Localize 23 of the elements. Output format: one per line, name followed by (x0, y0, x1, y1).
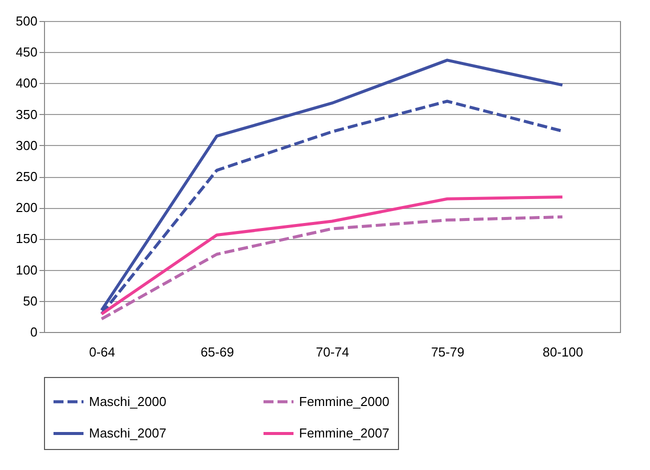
line-series (100, 196, 564, 316)
line-series (100, 58, 564, 312)
x-tick-label: 75-79 (431, 344, 464, 360)
x-tick-label: 65-69 (200, 344, 234, 360)
legend-label: Maschi_2007 (89, 426, 166, 440)
y-tick-label: 250 (16, 169, 38, 184)
y-tick-label: 350 (16, 106, 38, 122)
y-tick-label: 50 (23, 293, 38, 308)
x-tick-label: 80-100 (542, 344, 584, 360)
line-series (100, 215, 564, 320)
y-tick-label: 300 (16, 138, 38, 153)
y-tick-label: 100 (16, 262, 38, 278)
legend-label: Femmine_2000 (299, 394, 390, 409)
x-tick-label: 70-74 (316, 344, 350, 360)
y-tick-label: 400 (16, 76, 38, 91)
y-tick-label: 200 (16, 200, 38, 216)
y-tick-label: 150 (16, 231, 38, 246)
legend-label: Maschi_2000 (89, 394, 166, 409)
x-tick-label: 0-64 (89, 344, 116, 360)
y-tick-label: 0 (30, 324, 38, 340)
legend-label: Femmine_2007 (299, 426, 390, 440)
y-tick-label: 500 (16, 14, 38, 28)
y-tick-label: 450 (16, 44, 38, 60)
